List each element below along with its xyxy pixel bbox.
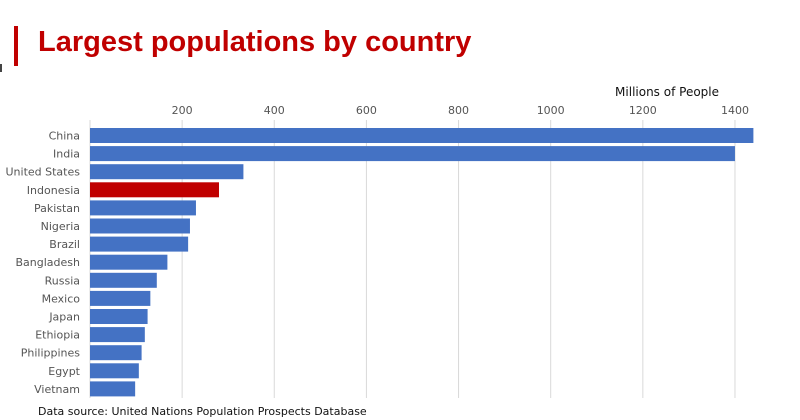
bar-vietnam: [90, 381, 136, 397]
bars: [90, 128, 754, 397]
bar-brazil: [90, 236, 189, 252]
bar-mexico: [90, 290, 151, 306]
category-label: Egypt: [48, 365, 80, 378]
axis-unit-label: Millions of People: [615, 85, 719, 99]
bar-philippines: [90, 345, 142, 361]
x-tick-label: 400: [264, 104, 285, 117]
bar-indonesia: [90, 182, 219, 198]
bar-india: [90, 146, 735, 162]
bar-china: [90, 128, 754, 143]
category-labels: China India United States Indonesia Pakistan…: [6, 130, 81, 396]
category-label: Brazil: [49, 238, 80, 251]
x-tick-label: 600: [356, 104, 377, 117]
category-label: Japan: [48, 311, 80, 324]
category-label: Russia: [45, 274, 80, 287]
category-label: India: [53, 148, 80, 161]
bar-bangladesh: [90, 254, 168, 270]
bar-japan: [90, 309, 148, 324]
x-tick-label: 1000: [537, 104, 565, 117]
bar-egypt: [90, 363, 139, 379]
title-accent-bar: [14, 26, 18, 66]
bar-nigeria: [90, 218, 190, 234]
x-tick-label: 800: [448, 104, 469, 117]
category-label: Mexico: [42, 292, 81, 305]
bar-russia: [90, 272, 157, 288]
category-label: China: [49, 130, 80, 143]
category-label: Nigeria: [41, 220, 80, 233]
category-label: Vietnam: [34, 383, 80, 396]
data-source-note: Data source: United Nations Population P…: [38, 405, 367, 418]
bar-ethiopia: [90, 327, 145, 343]
x-tick-label: 1400: [721, 104, 749, 117]
category-label: Pakistan: [34, 202, 80, 215]
bar-united-states: [90, 164, 244, 180]
x-tick-label: 1200: [629, 104, 657, 117]
slide-edge-marker: [0, 64, 2, 72]
category-label: Philippines: [21, 347, 81, 360]
x-tick-label: 200: [172, 104, 193, 117]
gridlines: [89, 120, 736, 398]
category-label: United States: [6, 166, 81, 179]
bar-pakistan: [90, 200, 196, 216]
category-label: Bangladesh: [16, 256, 81, 269]
chart-title: Largest populations by country: [38, 26, 472, 58]
category-label: Ethiopia: [35, 329, 80, 342]
category-label: Indonesia: [27, 184, 80, 197]
x-tick-labels: 200 400 600 800 1000 1200 1400: [172, 104, 749, 117]
